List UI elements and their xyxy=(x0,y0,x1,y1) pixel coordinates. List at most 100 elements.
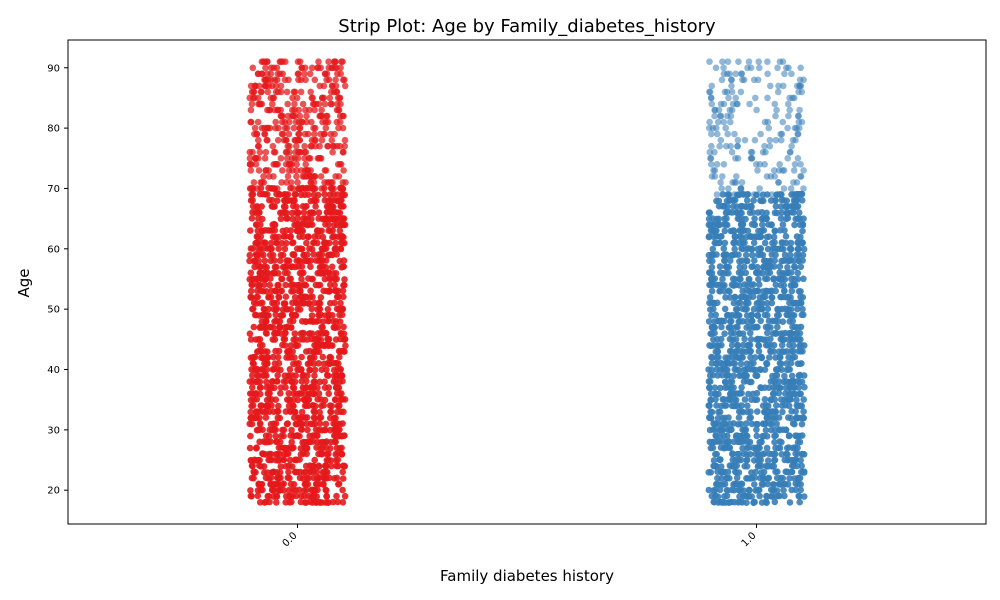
data-point xyxy=(714,438,721,445)
data-point xyxy=(271,221,279,229)
data-point xyxy=(738,257,746,265)
data-point xyxy=(734,438,742,446)
data-point xyxy=(775,179,782,186)
data-point xyxy=(330,270,337,277)
data-point xyxy=(310,360,318,368)
data-point xyxy=(733,432,740,439)
data-point xyxy=(273,190,280,198)
data-point xyxy=(285,468,292,476)
data-point xyxy=(304,233,312,241)
data-point xyxy=(709,124,717,132)
data-point xyxy=(288,426,295,434)
data-point xyxy=(297,287,304,295)
data-point xyxy=(742,215,749,223)
data-point xyxy=(279,130,287,138)
data-point xyxy=(763,209,770,217)
data-point xyxy=(304,426,311,434)
data-point xyxy=(306,354,314,362)
data-point xyxy=(800,275,807,283)
data-point xyxy=(792,450,799,458)
data-point xyxy=(722,294,729,301)
data-point xyxy=(340,76,347,84)
data-point xyxy=(721,257,728,265)
data-point xyxy=(327,215,334,223)
data-point xyxy=(767,378,775,385)
data-point xyxy=(759,481,767,488)
data-point xyxy=(771,438,778,446)
data-point xyxy=(724,396,732,403)
data-point xyxy=(302,462,310,470)
data-point xyxy=(285,462,293,470)
data-point xyxy=(713,480,721,488)
data-point xyxy=(270,420,278,428)
data-point xyxy=(308,305,316,313)
data-point xyxy=(290,251,298,258)
data-point xyxy=(315,58,322,65)
data-point xyxy=(248,366,255,373)
data-point xyxy=(788,142,795,150)
data-point xyxy=(798,462,805,470)
data-point xyxy=(719,191,727,198)
data-point xyxy=(309,402,317,409)
data-point xyxy=(715,408,722,416)
data-point xyxy=(332,76,339,84)
data-point xyxy=(298,275,305,283)
data-point xyxy=(272,287,279,295)
data-point xyxy=(248,281,256,289)
data-point xyxy=(278,287,285,295)
data-point xyxy=(718,475,725,482)
data-point xyxy=(722,263,730,271)
data-point xyxy=(716,142,723,150)
data-point xyxy=(725,191,733,198)
data-point xyxy=(273,64,281,72)
data-point xyxy=(308,312,316,319)
data-point xyxy=(744,342,752,349)
data-point xyxy=(316,408,324,416)
data-point xyxy=(284,173,292,180)
data-point xyxy=(297,330,305,337)
data-point xyxy=(285,130,293,138)
data-point xyxy=(294,281,302,289)
data-point xyxy=(260,463,268,470)
data-point xyxy=(768,299,776,307)
data-point xyxy=(737,498,744,506)
data-point xyxy=(790,209,797,216)
data-point xyxy=(274,414,282,422)
data-point xyxy=(755,342,763,349)
data-point xyxy=(716,384,724,392)
data-point xyxy=(715,221,723,229)
data-point xyxy=(330,318,337,325)
data-point xyxy=(732,456,739,464)
data-point xyxy=(711,112,718,120)
data-point xyxy=(321,275,329,283)
data-point xyxy=(777,215,785,222)
data-point xyxy=(720,64,727,72)
data-point xyxy=(247,390,254,397)
data-point xyxy=(757,245,764,252)
data-point xyxy=(747,336,755,343)
data-point xyxy=(754,312,762,319)
data-point xyxy=(248,402,255,410)
data-point xyxy=(742,300,750,307)
data-point xyxy=(331,281,338,289)
data-point xyxy=(282,136,290,144)
data-point xyxy=(333,142,341,150)
data-point xyxy=(337,64,344,72)
data-point xyxy=(746,100,753,108)
data-point xyxy=(789,94,796,102)
data-point xyxy=(739,245,746,253)
data-point xyxy=(270,161,278,168)
data-point xyxy=(309,293,316,301)
data-point xyxy=(707,408,714,416)
data-point xyxy=(272,432,279,440)
data-point xyxy=(721,330,728,338)
data-point xyxy=(264,348,271,356)
data-point xyxy=(781,287,788,295)
data-point xyxy=(717,335,725,343)
data-point xyxy=(265,432,273,440)
data-point xyxy=(745,275,753,283)
data-point xyxy=(721,317,728,325)
data-point xyxy=(288,288,295,295)
data-point xyxy=(728,82,735,90)
data-point xyxy=(735,239,743,247)
